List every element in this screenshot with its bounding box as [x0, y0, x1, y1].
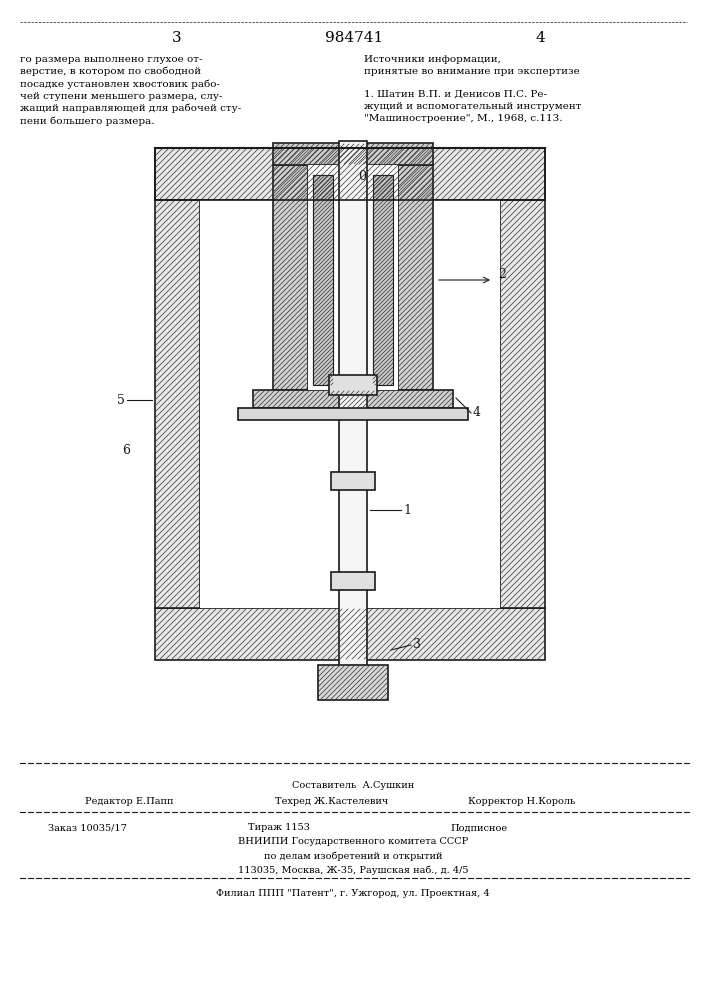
Text: 5: 5 [117, 393, 125, 406]
Bar [399, 166, 432, 389]
Bar [273, 165, 308, 390]
Bar [253, 390, 453, 408]
Bar [339, 141, 367, 670]
Text: 4: 4 [473, 406, 481, 420]
Text: Корректор Н.Король: Корректор Н.Король [468, 798, 575, 806]
Bar [155, 148, 545, 200]
Text: 984741: 984741 [325, 31, 383, 45]
Text: 1: 1 [403, 504, 411, 516]
Bar [156, 201, 199, 607]
Bar [373, 175, 393, 385]
Text: ВНИИПИ Государственного комитета СССР: ВНИИПИ Государственного комитета СССР [238, 838, 468, 846]
Bar [200, 200, 500, 608]
Bar [273, 143, 433, 165]
Bar [274, 166, 307, 389]
Text: Тираж 1153: Тираж 1153 [248, 824, 310, 832]
Text: Заказ 10035/17: Заказ 10035/17 [48, 824, 127, 832]
Bar [156, 149, 544, 199]
Text: 2: 2 [498, 268, 506, 282]
Bar [313, 175, 333, 385]
Text: 3: 3 [173, 31, 182, 45]
Text: Филиал ППП "Патент", г. Ужгород, ул. Проектная, 4: Филиал ППП "Патент", г. Ужгород, ул. Про… [216, 890, 490, 898]
Text: 113035, Москва, Ж-35, Раушская наб., д. 4/5: 113035, Москва, Ж-35, Раушская наб., д. … [238, 865, 468, 875]
Bar [274, 144, 432, 164]
Bar [254, 391, 452, 407]
Text: 6: 6 [122, 444, 130, 456]
Text: Подписное: Подписное [450, 824, 507, 832]
Bar [398, 165, 433, 390]
Polygon shape [313, 175, 333, 385]
Text: 4: 4 [535, 31, 545, 45]
Bar [331, 572, 375, 590]
Text: 1. Шатин В.П. и Денисов П.С. Ре-
жущий и вспомогательный инструмент
"Машинострое: 1. Шатин В.П. и Денисов П.С. Ре- жущий и… [364, 90, 581, 123]
Text: по делам изобретений и открытий: по делам изобретений и открытий [264, 851, 443, 861]
Text: го размера выполнено глухое от-
верстие, в котором по свободной
посадке установл: го размера выполнено глухое от- верстие,… [20, 55, 241, 126]
Bar [329, 375, 377, 395]
Bar [331, 472, 375, 490]
Bar [318, 665, 388, 700]
Text: 0: 0 [358, 170, 366, 184]
Bar [156, 609, 544, 659]
Text: Техред Ж.Кастелевич: Техред Ж.Кастелевич [275, 798, 388, 806]
Bar [155, 608, 545, 660]
Bar [501, 201, 544, 607]
Text: 3: 3 [413, 639, 421, 652]
Bar [308, 165, 398, 390]
Polygon shape [373, 175, 393, 385]
Bar [155, 200, 200, 608]
Text: Источники информации,
принятые во внимание при экспертизе: Источники информации, принятые во вниман… [364, 55, 580, 76]
Bar [238, 408, 468, 420]
Text: Редактор Е.Папп: Редактор Е.Папп [85, 798, 173, 806]
Bar [319, 666, 387, 699]
Text: Составитель  А.Сушкин: Составитель А.Сушкин [292, 782, 414, 790]
Bar [500, 200, 545, 608]
